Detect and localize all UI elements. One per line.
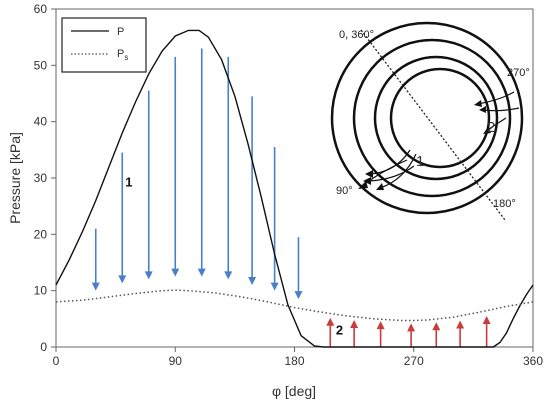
inset-label-right: 270° bbox=[507, 67, 530, 79]
inset-arrow-1c bbox=[369, 149, 411, 175]
inset-arrow-2a bbox=[477, 91, 515, 105]
x-tick-label: 0 bbox=[53, 354, 60, 368]
inset-arrowhead-1c bbox=[365, 170, 373, 178]
region-1-label: 1 bbox=[125, 174, 132, 189]
pressure-arrowhead bbox=[248, 277, 257, 286]
legend-ps-label: Ps bbox=[117, 48, 128, 62]
pressure-arrowhead bbox=[350, 319, 359, 328]
inset-label-left: 90° bbox=[336, 185, 353, 197]
y-tick-label: 60 bbox=[34, 2, 48, 16]
inset-arrowhead-2c bbox=[483, 127, 491, 134]
inset-label-bottom: 180° bbox=[493, 198, 516, 210]
pressure-arrowhead bbox=[118, 275, 127, 284]
pressure-arrowhead bbox=[197, 268, 206, 277]
y-axis-label: Pressure [kPa] bbox=[7, 132, 23, 224]
x-tick-label: 90 bbox=[169, 354, 183, 368]
pressure-arrowhead bbox=[144, 271, 153, 280]
pressure-arrowhead bbox=[294, 291, 303, 300]
inset-arrowhead-1d bbox=[376, 183, 384, 190]
pressure-arrowhead bbox=[270, 282, 279, 291]
y-tick-label: 0 bbox=[40, 340, 47, 354]
legend: P Ps bbox=[61, 17, 147, 73]
pressure-arrowhead bbox=[432, 322, 441, 331]
inset-ring-outer bbox=[330, 21, 524, 215]
inset-ring-3 bbox=[373, 55, 499, 181]
inset-arrow-1b bbox=[367, 165, 415, 182]
pressure-arrowhead bbox=[91, 282, 100, 291]
y-tick-label: 10 bbox=[34, 284, 48, 298]
pressure-arrowhead bbox=[224, 271, 233, 280]
x-tick-label: 360 bbox=[523, 354, 543, 368]
plot-area: 0 90 180 270 360 0 10 20 30 40 50 60 1 2 bbox=[34, 2, 544, 368]
inset-ring-inner bbox=[389, 67, 491, 169]
inset-arrowhead-2a bbox=[474, 100, 482, 107]
inset-arrowhead-1a bbox=[358, 181, 368, 189]
y-tick-label: 30 bbox=[34, 171, 48, 185]
pressure-arrowhead bbox=[376, 321, 385, 330]
inset-label-top: 0, 360° bbox=[339, 29, 374, 41]
inset-region-1: 1 bbox=[416, 153, 424, 170]
legend-ps-main: P bbox=[117, 48, 124, 60]
series-line-ps bbox=[55, 289, 534, 322]
region-2-label: 2 bbox=[336, 323, 343, 338]
legend-p-label: P bbox=[117, 26, 124, 38]
inset-region-2: 2 bbox=[487, 119, 495, 136]
pressure-arrowhead bbox=[171, 268, 180, 277]
pressure-arrowhead bbox=[482, 316, 491, 325]
x-tick-label: 270 bbox=[404, 354, 424, 368]
y-tick-label: 40 bbox=[34, 115, 48, 129]
legend-ps-sub: s bbox=[124, 53, 128, 62]
y-tick-label: 20 bbox=[34, 227, 48, 241]
x-tick-label: 180 bbox=[284, 354, 304, 368]
pressure-arrowhead bbox=[326, 317, 335, 326]
inset-arrow-1d bbox=[379, 153, 417, 189]
inset-arrowhead-1b bbox=[363, 177, 371, 185]
inset-ring-2 bbox=[352, 38, 512, 198]
pressure-arrowhead bbox=[407, 323, 416, 332]
inset-arrowhead-2b bbox=[479, 106, 486, 113]
legend-box bbox=[61, 17, 147, 73]
series-line-p bbox=[55, 29, 534, 348]
x-axis-label: φ [deg] bbox=[272, 383, 316, 399]
inset-diagram: 0, 360° 270° 180° 90° 1 2 bbox=[330, 21, 530, 221]
pressure-arrowhead bbox=[456, 320, 465, 329]
y-tick-label: 50 bbox=[34, 58, 48, 72]
